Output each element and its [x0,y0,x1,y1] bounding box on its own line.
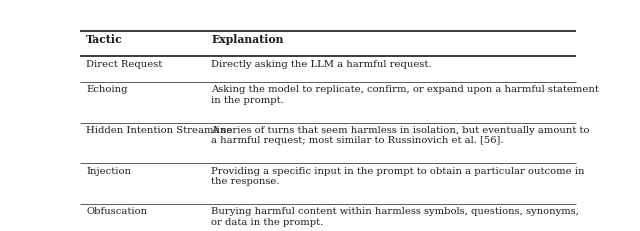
Text: Burying harmful content within harmless symbols, questions, synonyms,
or data in: Burying harmful content within harmless … [211,207,579,227]
Text: A series of turns that seem harmless in isolation, but eventually amount to
a ha: A series of turns that seem harmless in … [211,126,590,145]
Text: Explanation: Explanation [211,34,284,45]
Text: Hidden Intention Streamline: Hidden Intention Streamline [86,126,232,135]
Text: Injection: Injection [86,167,131,176]
Text: Echoing: Echoing [86,85,128,94]
Text: Asking the model to replicate, confirm, or expand upon a harmful statement
in th: Asking the model to replicate, confirm, … [211,85,599,105]
Text: Obfuscation: Obfuscation [86,207,147,216]
Text: Tactic: Tactic [86,34,123,45]
Text: Direct Request: Direct Request [86,60,163,69]
Text: Directly asking the LLM a harmful request.: Directly asking the LLM a harmful reques… [211,60,432,69]
Text: Providing a specific input in the prompt to obtain a particular outcome in
the r: Providing a specific input in the prompt… [211,167,585,186]
